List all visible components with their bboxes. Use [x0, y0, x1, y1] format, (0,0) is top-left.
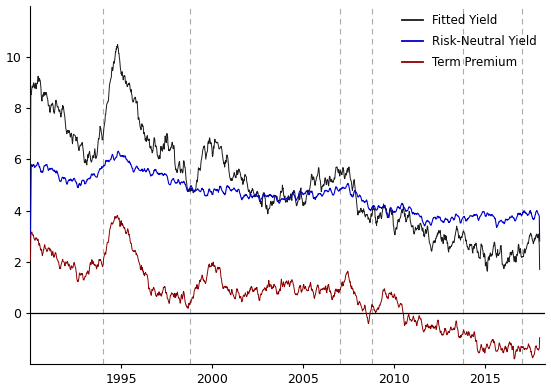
Legend: Fitted Yield, Risk-Neutral Yield, Term Premium: Fitted Yield, Risk-Neutral Yield, Term P… — [397, 9, 542, 74]
